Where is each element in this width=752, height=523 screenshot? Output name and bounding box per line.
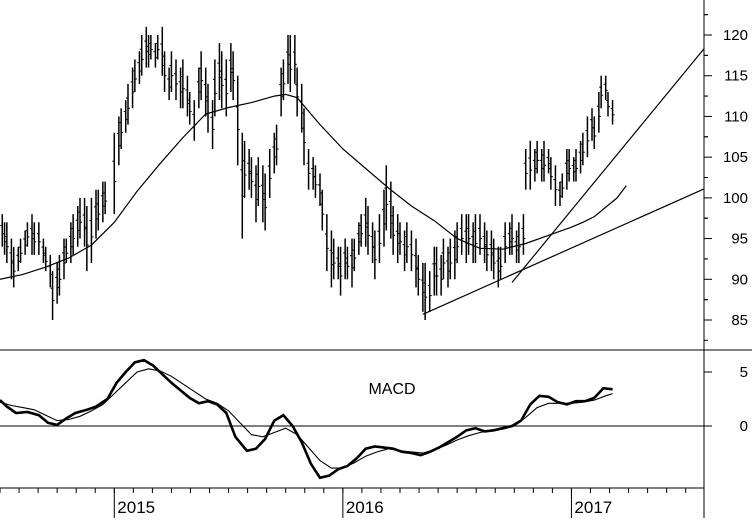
trendline (511, 48, 705, 283)
year-label: 2015 (117, 498, 155, 517)
price-tick-label: 85 (731, 312, 748, 329)
price-tick-label: 95 (731, 231, 748, 248)
price-tick-label: 120 (723, 27, 748, 44)
year-label: 2017 (574, 498, 612, 517)
year-label: 2016 (346, 498, 384, 517)
macd-panel-title: MACD (368, 381, 415, 398)
trendline (422, 188, 705, 315)
macd-tick-label: 5 (740, 364, 748, 381)
macd-tick-label: 0 (740, 418, 748, 435)
price-tick-label: 115 (724, 68, 748, 85)
price-tick-label: 90 (731, 271, 748, 288)
price-tick-label: 105 (723, 149, 748, 166)
moving-average-line (0, 93, 627, 280)
macd-panel: MACD (0, 358, 704, 480)
macd-line (0, 358, 613, 480)
price-panel (0, 26, 705, 320)
price-tick-label: 100 (723, 190, 748, 207)
time-axis: 2015 2016 2017 (0, 488, 687, 518)
price-tick-label: 110 (724, 108, 748, 125)
